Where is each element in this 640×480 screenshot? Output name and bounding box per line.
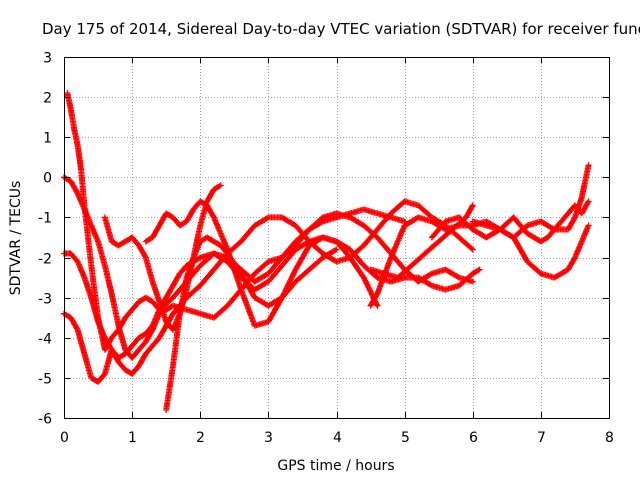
y-tick-label: 0 bbox=[43, 171, 52, 187]
series-track-d bbox=[64, 90, 408, 353]
x-tick-label: 3 bbox=[264, 430, 273, 446]
y-axis-label: SDTVAR / TECUs bbox=[8, 181, 24, 296]
x-tick-label: 0 bbox=[60, 430, 69, 446]
y-tick-label: 1 bbox=[43, 131, 52, 147]
y-tick-label: -1 bbox=[38, 211, 52, 227]
x-tick-label: 6 bbox=[469, 430, 478, 446]
x-tick-label: 4 bbox=[333, 430, 342, 446]
series-markers bbox=[367, 202, 476, 281]
series-track-g bbox=[142, 198, 381, 329]
axis-ticks: 0 1 2 3 4 5 6 7 8 3 2 1 0 -1 -2 -3 -4 -5 -6 bbox=[38, 51, 614, 447]
x-tick-label: 2 bbox=[196, 430, 205, 446]
x-tick-label: 1 bbox=[128, 430, 137, 446]
series-track-i bbox=[428, 198, 592, 245]
y-tick-label: -3 bbox=[38, 292, 52, 308]
y-tick-label: 2 bbox=[43, 91, 52, 107]
y-tick-label: -6 bbox=[38, 412, 52, 428]
x-tick-label: 8 bbox=[605, 430, 614, 446]
y-tick-label: -2 bbox=[38, 252, 52, 268]
y-tick-label: -5 bbox=[38, 372, 52, 388]
series-markers bbox=[428, 198, 592, 245]
grid-lines bbox=[64, 57, 609, 418]
series-markers bbox=[142, 198, 381, 329]
x-tick-label: 7 bbox=[537, 430, 546, 446]
chart-title: Day 175 of 2014, Sidereal Day-to-day VTE… bbox=[42, 20, 640, 38]
series-markers bbox=[469, 218, 592, 281]
x-tick-label: 5 bbox=[401, 430, 410, 446]
y-tick-label: -4 bbox=[38, 332, 52, 348]
x-axis-label: GPS time / hours bbox=[277, 458, 394, 474]
y-tick-label: 3 bbox=[43, 51, 52, 67]
series-track-k bbox=[367, 202, 476, 281]
data-series bbox=[61, 90, 592, 413]
series-markers bbox=[64, 90, 408, 353]
series-track-j bbox=[469, 218, 592, 281]
